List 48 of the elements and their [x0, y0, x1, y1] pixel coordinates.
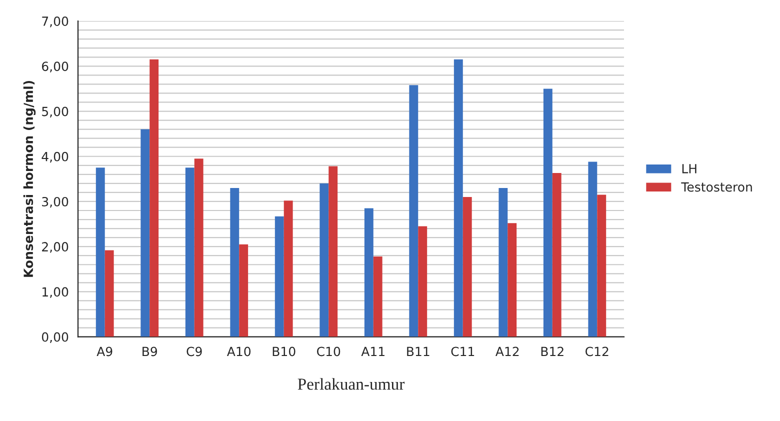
bar	[320, 183, 329, 337]
bar	[328, 166, 338, 337]
bar	[597, 194, 606, 337]
x-tick-label: B10	[272, 346, 296, 356]
bar	[364, 208, 374, 337]
x-tick-label: C12	[586, 346, 608, 356]
bar	[284, 200, 293, 337]
y-tick-label: 7,00	[42, 16, 68, 28]
legend-label: Testosteron	[681, 182, 752, 192]
bar	[230, 188, 240, 337]
bar	[274, 216, 284, 337]
y-tick-label: 3,00	[42, 196, 68, 208]
bar	[418, 226, 428, 337]
x-tick-label: A11	[361, 346, 384, 356]
x-tick-label: C10	[317, 346, 340, 356]
bar	[508, 223, 517, 337]
bar	[498, 188, 508, 337]
y-tick-label: 5,00	[42, 106, 68, 118]
bar	[543, 88, 552, 337]
bar	[194, 158, 204, 337]
bar	[454, 59, 463, 337]
y-tick-label: 2,00	[42, 242, 68, 253]
bar	[588, 162, 598, 337]
x-tick-label: C11	[451, 346, 474, 356]
bar	[104, 250, 114, 337]
legend-label: LH	[682, 164, 696, 174]
x-tick-label: A10	[226, 346, 251, 356]
y-tick-label: 4,00	[42, 152, 68, 163]
bar	[96, 168, 105, 337]
y-axis-title: Konsentrasi hormon (ng/ml)	[23, 80, 36, 277]
x-tick-label: B11	[407, 346, 430, 356]
bar	[185, 168, 194, 337]
x-tick-label: B9	[142, 346, 157, 356]
x-tick-label: C9	[186, 346, 202, 356]
y-tick-label: 1,00	[42, 287, 68, 298]
y-tick-label: 0,00	[42, 332, 68, 343]
bar	[552, 173, 562, 337]
bar	[239, 244, 248, 337]
x-tick-label: B12	[541, 346, 564, 356]
y-tick-label: 6,00	[42, 62, 68, 72]
bar	[373, 256, 382, 337]
x-tick-label: A12	[496, 346, 519, 356]
bar	[150, 59, 159, 337]
bar	[409, 85, 418, 337]
x-axis-title: Perlakuan-umur	[298, 378, 405, 390]
x-tick-label: A9	[96, 346, 112, 356]
bar	[462, 196, 472, 337]
bar	[140, 129, 150, 337]
